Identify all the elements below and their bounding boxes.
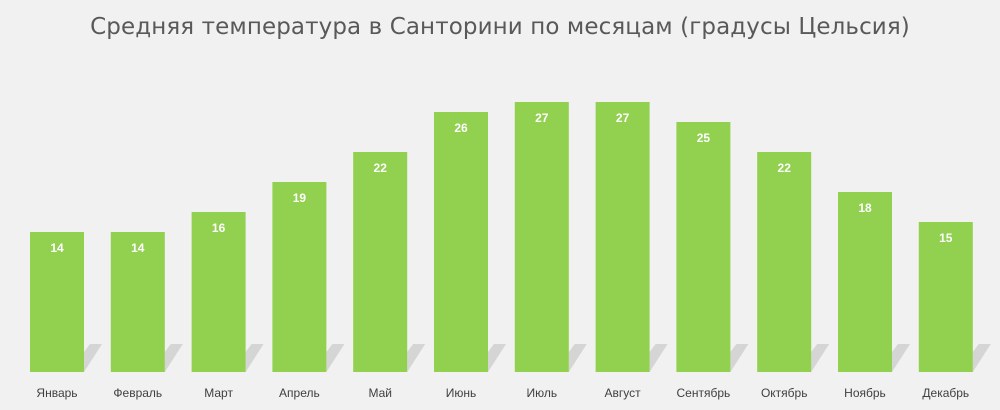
value-labels-group: 14 14 16 19 22 26 27 27 25 22 18 15 [50,111,952,255]
bar-11 [918,222,973,372]
bar-shadow-8 [730,344,749,372]
category-label-3: Апрель [279,386,320,400]
bar-4 [353,152,408,372]
bar-0 [30,232,84,372]
bar-10 [838,192,892,372]
bar-shadow-10 [892,344,910,372]
value-label-10: 18 [858,201,872,215]
category-label-0: Январь [36,386,77,400]
bar-8 [676,122,731,372]
bar-5 [434,112,488,372]
category-label-1: Февраль [113,386,162,400]
bar-shadows [84,344,991,372]
value-label-4: 22 [374,161,388,175]
category-label-4: Май [368,386,392,400]
bar-shadow-7 [649,344,668,372]
bar-shadow-1 [164,344,183,372]
bar-shadow-0 [84,344,102,372]
value-label-11: 15 [939,231,953,245]
value-label-9: 22 [778,161,792,175]
bar-6 [514,102,569,372]
category-label-6: Июль [526,386,557,400]
bar-1 [110,232,165,372]
bar-shadow-11 [972,344,991,372]
bar-shadow-3 [326,344,345,372]
value-label-7: 27 [616,111,630,125]
category-label-5: Июнь [446,386,477,400]
bar-shadow-4 [407,344,426,372]
bar-7 [595,102,650,372]
value-label-6: 27 [535,111,549,125]
category-label-2: Март [204,386,233,400]
bar-shadow-5 [488,344,506,372]
value-label-3: 19 [293,191,307,205]
category-labels-group: Январь Февраль Март Апрель Май Июнь Июль Август… [36,386,969,400]
bar-9 [757,152,812,372]
bar-3 [272,182,327,372]
bars-group [30,102,973,372]
value-label-2: 16 [212,221,226,235]
value-label-5: 26 [454,121,468,135]
value-label-8: 25 [697,131,711,145]
category-label-9: Октябрь [761,386,808,400]
value-label-0: 14 [50,241,64,255]
bar-shadow-2 [245,344,264,372]
bar-shadow-9 [811,344,830,372]
chart-title: Средняя температура в Санторини по месяц… [90,14,910,40]
category-label-10: Ноябрь [844,386,886,400]
bar-2 [191,212,246,372]
bar-shadow-6 [568,344,587,372]
category-label-11: Декабрь [922,386,969,400]
category-label-7: Август [605,386,642,400]
category-label-8: Сентябрь [677,386,731,400]
value-label-1: 14 [131,241,145,255]
